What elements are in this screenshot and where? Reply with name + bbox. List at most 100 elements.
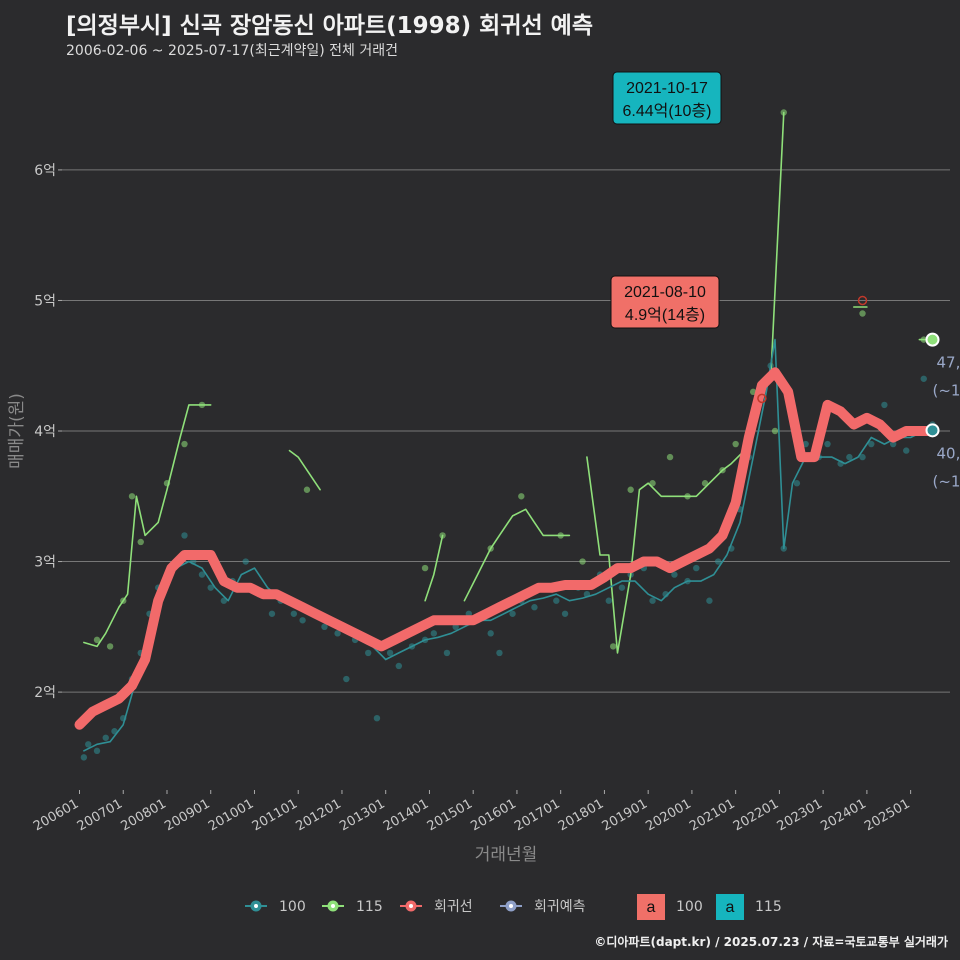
scatter-point-100 <box>671 571 678 578</box>
scatter-point-100 <box>430 630 438 637</box>
x-tick-label: 201901 <box>600 796 650 834</box>
x-tick-label: 202201 <box>731 796 781 834</box>
scatter-point-115 <box>732 440 739 448</box>
scatter-point-100 <box>496 649 503 657</box>
scatter-point-100 <box>373 715 381 722</box>
x-tick-label: 202501 <box>862 796 912 834</box>
scatter-point-115 <box>93 636 101 644</box>
annotation-max-100-date: 2021-08-10 <box>624 284 706 301</box>
scatter-point-100 <box>706 597 713 604</box>
x-tick-label: 200901 <box>162 796 212 834</box>
scatter-point-100 <box>181 532 188 539</box>
scatter-point-100 <box>365 649 372 657</box>
scatter-point-100 <box>561 610 569 617</box>
end-area-label: (~115㎡) <box>933 382 960 400</box>
legend-label-key-glyph: a <box>647 899 656 916</box>
end-point-marker <box>925 332 940 347</box>
scatter-point-100 <box>220 597 228 604</box>
end-area-label: (~100㎡) <box>933 472 960 490</box>
scatter-point-115 <box>627 486 634 493</box>
scatter-point-100 <box>102 734 109 741</box>
legend-label: 회귀선 <box>434 899 473 915</box>
annotation-max-115-date: 2021-10-17 <box>626 80 708 97</box>
scatter-point-100 <box>321 623 328 631</box>
chart-subtitle: 2006-02-06 ~ 2025-07-17(최근계약일) 전체 거래건 <box>66 43 398 59</box>
legend-key-dot-center <box>254 904 258 908</box>
scatter-point-100 <box>881 401 888 409</box>
x-tick-label: 201601 <box>468 796 518 834</box>
scatter-point-115 <box>609 643 617 650</box>
annotation-point-115 <box>857 295 868 306</box>
y-tick-label: 2억 <box>34 685 56 701</box>
scatter-point-100 <box>198 571 206 578</box>
x-tick-label: 200601 <box>31 796 81 834</box>
scatter-point-100 <box>824 440 831 448</box>
scatter-point-100 <box>920 375 927 382</box>
line-series-115 <box>83 404 212 648</box>
y-tick-label: 5억 <box>34 293 56 309</box>
scatter-point-100 <box>487 630 494 637</box>
scatter-point-100 <box>207 584 214 591</box>
scatter-point-115 <box>771 427 779 435</box>
end-value-label: 47,000 <box>937 354 960 372</box>
scatter-point-115 <box>106 643 114 650</box>
y-tick-label: 4억 <box>34 424 56 440</box>
x-tick-label: 200801 <box>118 796 168 834</box>
scatter-point-100 <box>509 610 516 617</box>
scatter-point-115 <box>701 480 709 487</box>
scatter-point-100 <box>80 754 88 761</box>
source-footer: ©디아파트(dapt.kr) / 2025.07.23 / 자료=국토교통부 실… <box>594 935 948 949</box>
x-tick-label: 201401 <box>381 796 431 834</box>
scatter-point-100 <box>859 453 866 461</box>
x-tick-label: 202401 <box>818 796 868 834</box>
legend-label: 115 <box>356 899 383 915</box>
legend: 100 115 회귀선 회귀예측 a 100 a 115 <box>245 894 782 920</box>
x-tick-label: 202101 <box>687 796 737 834</box>
line-series-115 <box>463 508 571 602</box>
scatter-point-100 <box>693 564 700 572</box>
scatter-point-100 <box>85 741 92 748</box>
scatter-point-115 <box>518 493 525 500</box>
y-axis-title: 매매가(원) <box>7 393 27 469</box>
scatter-point-100 <box>889 440 897 448</box>
end-point-marker <box>925 423 940 438</box>
scatter-point-115 <box>421 564 429 572</box>
x-tick-label: 200701 <box>75 796 125 834</box>
annotation-max-100-box <box>610 275 720 329</box>
end-value-label: 40,050 <box>937 444 960 462</box>
y-tick-label: 3억 <box>34 555 56 571</box>
y-tick-label: 6억 <box>34 163 56 179</box>
legend-label: 115 <box>755 899 782 915</box>
scatter-point-115 <box>181 440 188 448</box>
scatter-point-100 <box>605 597 612 604</box>
x-tick-label: 201201 <box>293 796 343 834</box>
scatter-point-100 <box>846 453 853 461</box>
scatter-point-115 <box>859 310 866 317</box>
scatter-point-100 <box>93 747 101 755</box>
x-axis-title: 거래년월 <box>475 845 538 865</box>
legend-label-key-glyph: a <box>726 899 735 916</box>
scatter-point-115 <box>666 453 674 461</box>
scatter-point-115 <box>579 558 586 565</box>
x-tick-label: 201801 <box>556 796 606 834</box>
legend-label: 회귀예측 <box>534 899 586 915</box>
legend-label-key <box>637 894 665 920</box>
scatter-point-100 <box>553 597 560 604</box>
annotation-max-115-label: 6.44억(10층) <box>622 102 711 120</box>
scatter-point-100 <box>903 447 910 454</box>
x-tick-label: 201001 <box>206 796 256 834</box>
x-tick-label: 202001 <box>643 796 693 834</box>
line-series-100 <box>83 338 925 752</box>
legend-label-key <box>716 894 744 920</box>
x-tick-label: 201501 <box>425 796 475 834</box>
scatter-point-100 <box>714 558 722 565</box>
scatter-point-100 <box>395 662 403 670</box>
line-series-115 <box>424 534 444 602</box>
legend-label: 100 <box>676 899 703 915</box>
scatter-point-115 <box>303 486 311 493</box>
chart-title: [의정부시] 신곡 장암동신 아파트(1998) 회귀선 예측 <box>66 13 593 39</box>
scatter-point-100 <box>531 604 538 611</box>
annotation-max-100-label: 4.9억(14층) <box>625 306 705 324</box>
scatter-point-100 <box>242 558 249 565</box>
